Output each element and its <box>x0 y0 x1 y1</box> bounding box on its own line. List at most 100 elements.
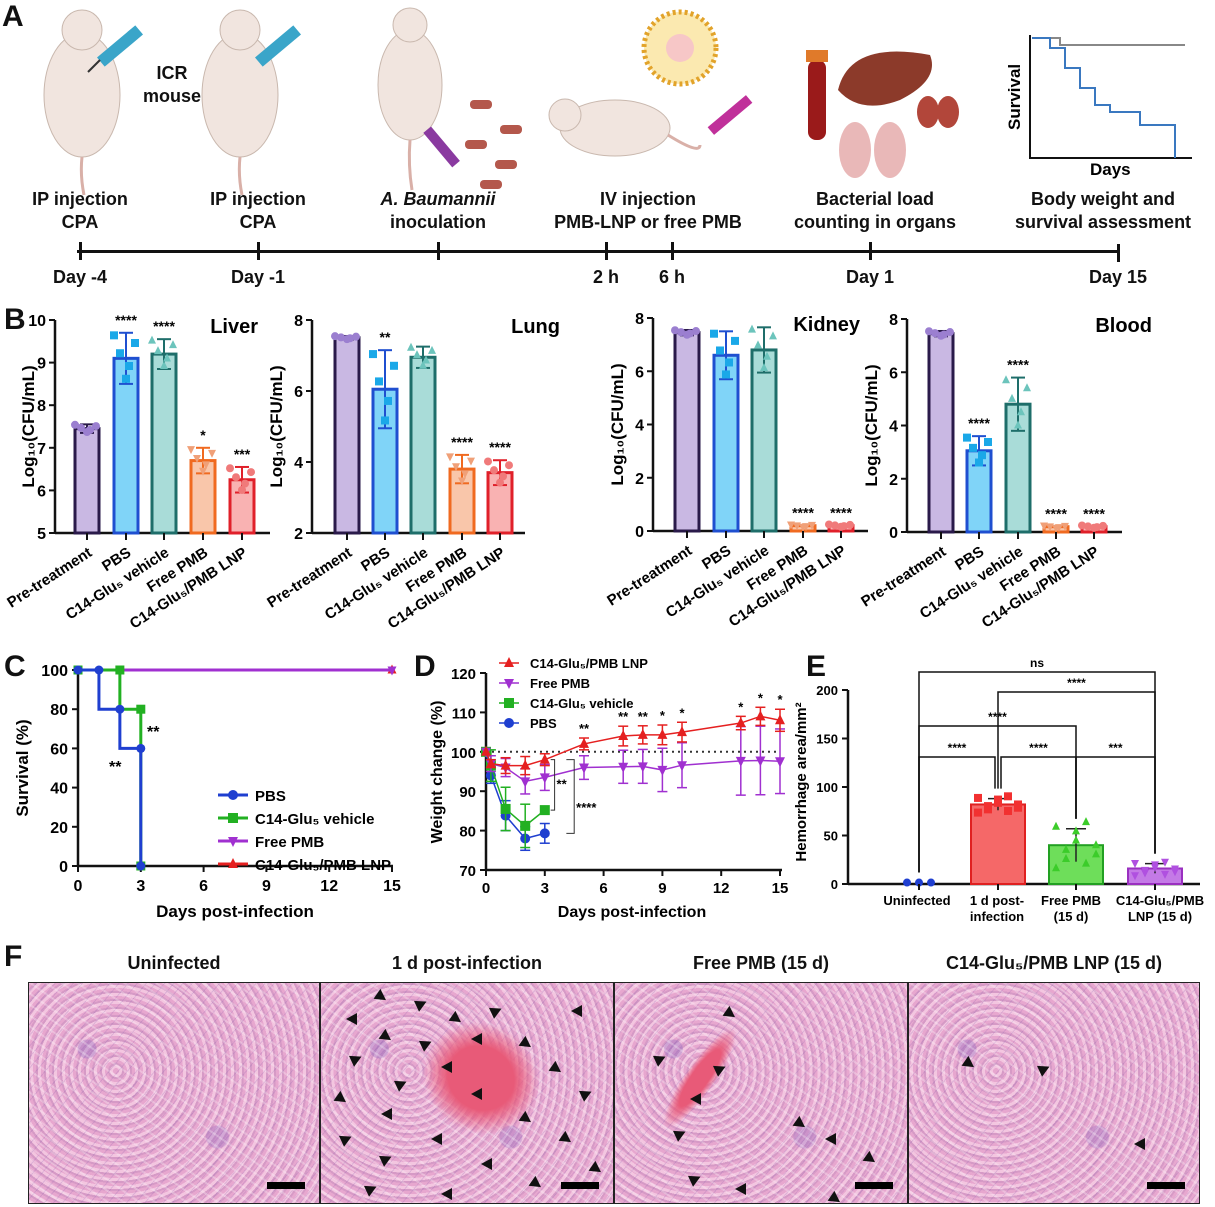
data-point <box>1092 849 1100 858</box>
y-tick-label: 2 <box>889 472 898 489</box>
significance-label: **** <box>968 415 990 431</box>
data-point <box>422 355 430 364</box>
data-point <box>1017 407 1025 416</box>
y-tick-label: 8 <box>294 313 303 330</box>
data-point <box>903 878 911 887</box>
data-point <box>539 828 550 839</box>
data-point <box>725 358 733 367</box>
arrowhead-icon <box>431 1133 442 1145</box>
significance-label: * <box>200 427 206 443</box>
syringe-icon <box>423 126 460 168</box>
syringe-icon <box>87 25 144 73</box>
histology-title: Uninfected <box>127 953 221 973</box>
data-point <box>481 745 491 756</box>
timeline-tick <box>671 242 674 260</box>
data-point <box>940 330 948 339</box>
data-point <box>1004 792 1012 801</box>
tissue-texture <box>615 983 907 1203</box>
x-tick-label: C14-Glu₅/PMB <box>1116 893 1204 908</box>
legend-marker <box>504 698 514 708</box>
data-point <box>808 521 816 530</box>
data-point <box>755 756 766 767</box>
arrowhead-icon <box>825 1133 836 1145</box>
data-point <box>637 762 648 773</box>
data-point <box>1093 523 1101 532</box>
panel-label-e: E <box>806 650 827 683</box>
data-point <box>539 773 550 784</box>
bar <box>970 803 1026 886</box>
nanoparticle-icon <box>641 9 719 87</box>
data-point <box>618 730 629 741</box>
timeline-day-label: Day -4 <box>52 267 108 287</box>
data-point <box>984 805 992 814</box>
data-point <box>1055 524 1063 533</box>
histology-image <box>320 982 614 1204</box>
data-point <box>637 728 648 739</box>
x-tick-label: 3 <box>136 878 145 895</box>
significance-label: *** <box>234 446 251 462</box>
data-point <box>1014 803 1022 812</box>
chart-title: Blood <box>1095 315 1152 337</box>
bar-chart-liver: 5678910Log₁₀(CFU/mL)LiverPre-treatment**… <box>4 312 270 632</box>
significance-label: **** <box>451 434 473 450</box>
data-point <box>148 335 156 344</box>
x-tick-label: 9 <box>262 878 271 895</box>
y-tick-label: 2 <box>294 526 303 543</box>
data-point <box>978 451 986 460</box>
scale-bar <box>561 1182 599 1189</box>
mouse-icon <box>548 98 702 157</box>
data-point <box>1046 523 1054 532</box>
data-point <box>579 737 589 748</box>
timeline-step-label: IP injection CPA <box>210 189 306 232</box>
y-tick-label: 80 <box>50 702 68 719</box>
y-tick-label: 6 <box>635 364 644 381</box>
data-point <box>73 665 83 675</box>
liver-icon <box>838 51 932 106</box>
data-point <box>769 331 777 340</box>
comparison-bracket <box>1075 756 1156 854</box>
y-axis-label: Log₁₀(CFU/mL) <box>608 363 627 485</box>
data-point <box>467 457 475 466</box>
bar <box>927 332 955 534</box>
arrowhead-icon <box>571 1005 582 1017</box>
timeline-axis <box>77 250 1119 253</box>
data-point <box>1161 858 1169 867</box>
data-point <box>238 485 246 494</box>
bar <box>712 353 740 533</box>
data-point <box>199 467 207 476</box>
data-point <box>686 329 694 338</box>
data-point <box>136 704 146 714</box>
significance-label: ** <box>147 724 160 741</box>
x-tick-label: infection <box>970 909 1024 924</box>
legend-label: PBS <box>530 716 557 731</box>
x-axis-label: Days post-infection <box>558 904 706 921</box>
significance-label: **** <box>576 800 597 815</box>
scale-bar <box>855 1182 893 1189</box>
significance-label: **** <box>153 318 175 334</box>
data-point <box>247 468 255 477</box>
timeline-day-label: Day 1 <box>845 267 895 287</box>
data-point <box>500 759 511 770</box>
bar <box>409 355 437 535</box>
significance-label: ** <box>557 776 568 791</box>
data-point <box>136 743 146 753</box>
comparison-label: **** <box>1029 741 1048 755</box>
data-point <box>92 422 100 431</box>
legend-marker <box>504 679 514 689</box>
data-point <box>735 756 746 767</box>
y-tick-label: 40 <box>50 781 68 798</box>
data-point <box>787 521 795 530</box>
comparison-label: **** <box>1067 676 1086 690</box>
y-tick-label: 5 <box>37 526 46 543</box>
x-tick-label: 6 <box>599 880 607 897</box>
data-point <box>381 416 389 425</box>
histology-title: Free PMB (15 d) <box>692 953 830 973</box>
y-tick-label: 60 <box>50 741 68 758</box>
data-point <box>763 351 771 360</box>
timeline-tick <box>257 242 260 260</box>
data-point <box>618 762 629 773</box>
charts-canvas: 5678910Log₁₀(CFU/mL)LiverPre-treatment**… <box>4 311 1204 924</box>
comparison-label: *** <box>1108 741 1122 755</box>
data-point <box>387 666 397 676</box>
data-point <box>116 349 124 358</box>
